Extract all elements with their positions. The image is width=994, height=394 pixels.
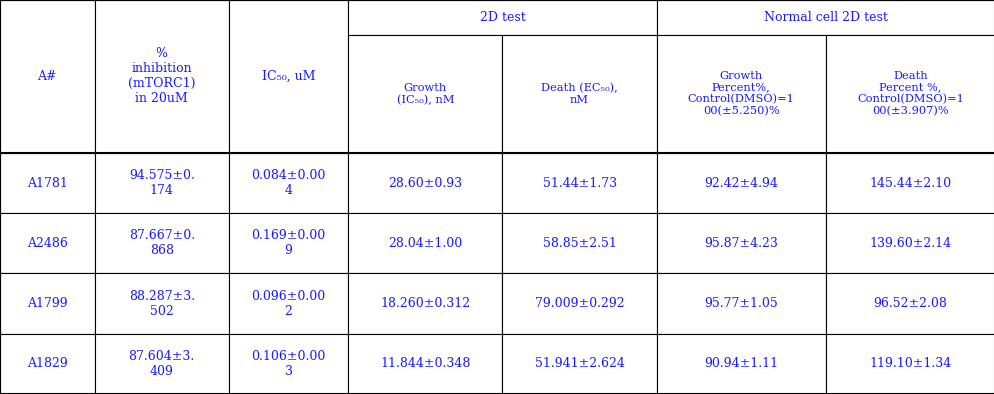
Text: 95.77±1.05: 95.77±1.05	[704, 297, 777, 310]
Bar	[825, 213, 994, 273]
Bar	[94, 334, 229, 394]
Text: IC₅₀, uM: IC₅₀, uM	[261, 70, 315, 83]
Bar	[656, 153, 825, 213]
Text: 51.941±2.624: 51.941±2.624	[534, 357, 624, 370]
Bar	[0, 273, 94, 334]
Bar	[229, 213, 348, 273]
Text: Death (EC₅₀),
nM: Death (EC₅₀), nM	[541, 83, 617, 105]
Bar	[656, 0, 994, 35]
Bar	[348, 153, 502, 213]
Text: 87.604±3.
409: 87.604±3. 409	[128, 350, 195, 378]
Bar	[229, 273, 348, 334]
Text: 96.52±2.08: 96.52±2.08	[873, 297, 946, 310]
Text: Death
Percent %,
Control(DMSO)=1
00(±3.907)%: Death Percent %, Control(DMSO)=1 00(±3.9…	[856, 71, 963, 117]
Bar	[348, 273, 502, 334]
Bar	[348, 35, 502, 153]
Text: 58.85±2.51: 58.85±2.51	[542, 237, 616, 250]
Bar	[825, 273, 994, 334]
Text: 11.844±0.348: 11.844±0.348	[380, 357, 470, 370]
Bar	[0, 153, 94, 213]
Bar	[825, 153, 994, 213]
Text: 2D test: 2D test	[479, 11, 525, 24]
Text: 0.169±0.00
9: 0.169±0.00 9	[251, 229, 325, 257]
Bar	[656, 213, 825, 273]
Bar	[0, 213, 94, 273]
Text: 0.096±0.00
2: 0.096±0.00 2	[251, 290, 325, 318]
Text: Growth
Percent%,
Control(DMSO)=1
00(±5.250)%: Growth Percent%, Control(DMSO)=1 00(±5.2…	[687, 71, 794, 117]
Text: 145.44±2.10: 145.44±2.10	[869, 177, 950, 190]
Text: 87.667±0.
868: 87.667±0. 868	[128, 229, 195, 257]
Text: Normal cell 2D test: Normal cell 2D test	[763, 11, 887, 24]
Bar	[656, 334, 825, 394]
Bar	[94, 273, 229, 334]
Text: 94.575±0.
174: 94.575±0. 174	[128, 169, 195, 197]
Bar	[94, 0, 229, 153]
Text: 28.60±0.93: 28.60±0.93	[388, 177, 462, 190]
Bar	[348, 213, 502, 273]
Text: 0.084±0.00
4: 0.084±0.00 4	[251, 169, 325, 197]
Text: A1829: A1829	[27, 357, 68, 370]
Bar	[502, 213, 656, 273]
Text: 28.04±1.00: 28.04±1.00	[388, 237, 462, 250]
Text: A1781: A1781	[27, 177, 68, 190]
Bar	[348, 334, 502, 394]
Text: 95.87±4.23: 95.87±4.23	[704, 237, 777, 250]
Bar	[502, 273, 656, 334]
Text: A#: A#	[38, 70, 57, 83]
Bar	[656, 273, 825, 334]
Bar	[502, 153, 656, 213]
Bar	[502, 334, 656, 394]
Bar	[229, 153, 348, 213]
Bar	[229, 0, 348, 153]
Bar	[229, 334, 348, 394]
Text: A1799: A1799	[27, 297, 68, 310]
Text: 119.10±1.34: 119.10±1.34	[869, 357, 950, 370]
Bar	[502, 35, 656, 153]
Text: 79.009±0.292: 79.009±0.292	[534, 297, 624, 310]
Text: 51.44±1.73: 51.44±1.73	[542, 177, 616, 190]
Text: Growth
(IC₅₀), nM: Growth (IC₅₀), nM	[397, 83, 453, 105]
Bar	[825, 35, 994, 153]
Bar	[0, 334, 94, 394]
Bar	[94, 153, 229, 213]
Text: 90.94±1.11: 90.94±1.11	[704, 357, 777, 370]
Text: A2486: A2486	[27, 237, 68, 250]
Bar	[825, 334, 994, 394]
Bar	[656, 35, 825, 153]
Text: 92.42±4.94: 92.42±4.94	[704, 177, 777, 190]
Text: 88.287±3.
502: 88.287±3. 502	[128, 290, 195, 318]
Bar	[348, 0, 656, 35]
Bar	[0, 0, 94, 153]
Text: 18.260±0.312: 18.260±0.312	[380, 297, 470, 310]
Text: 0.106±0.00
3: 0.106±0.00 3	[251, 350, 325, 378]
Text: 139.60±2.14: 139.60±2.14	[869, 237, 950, 250]
Bar	[94, 213, 229, 273]
Text: %
inhibition
(mTORC1)
in 20uM: % inhibition (mTORC1) in 20uM	[128, 47, 195, 106]
